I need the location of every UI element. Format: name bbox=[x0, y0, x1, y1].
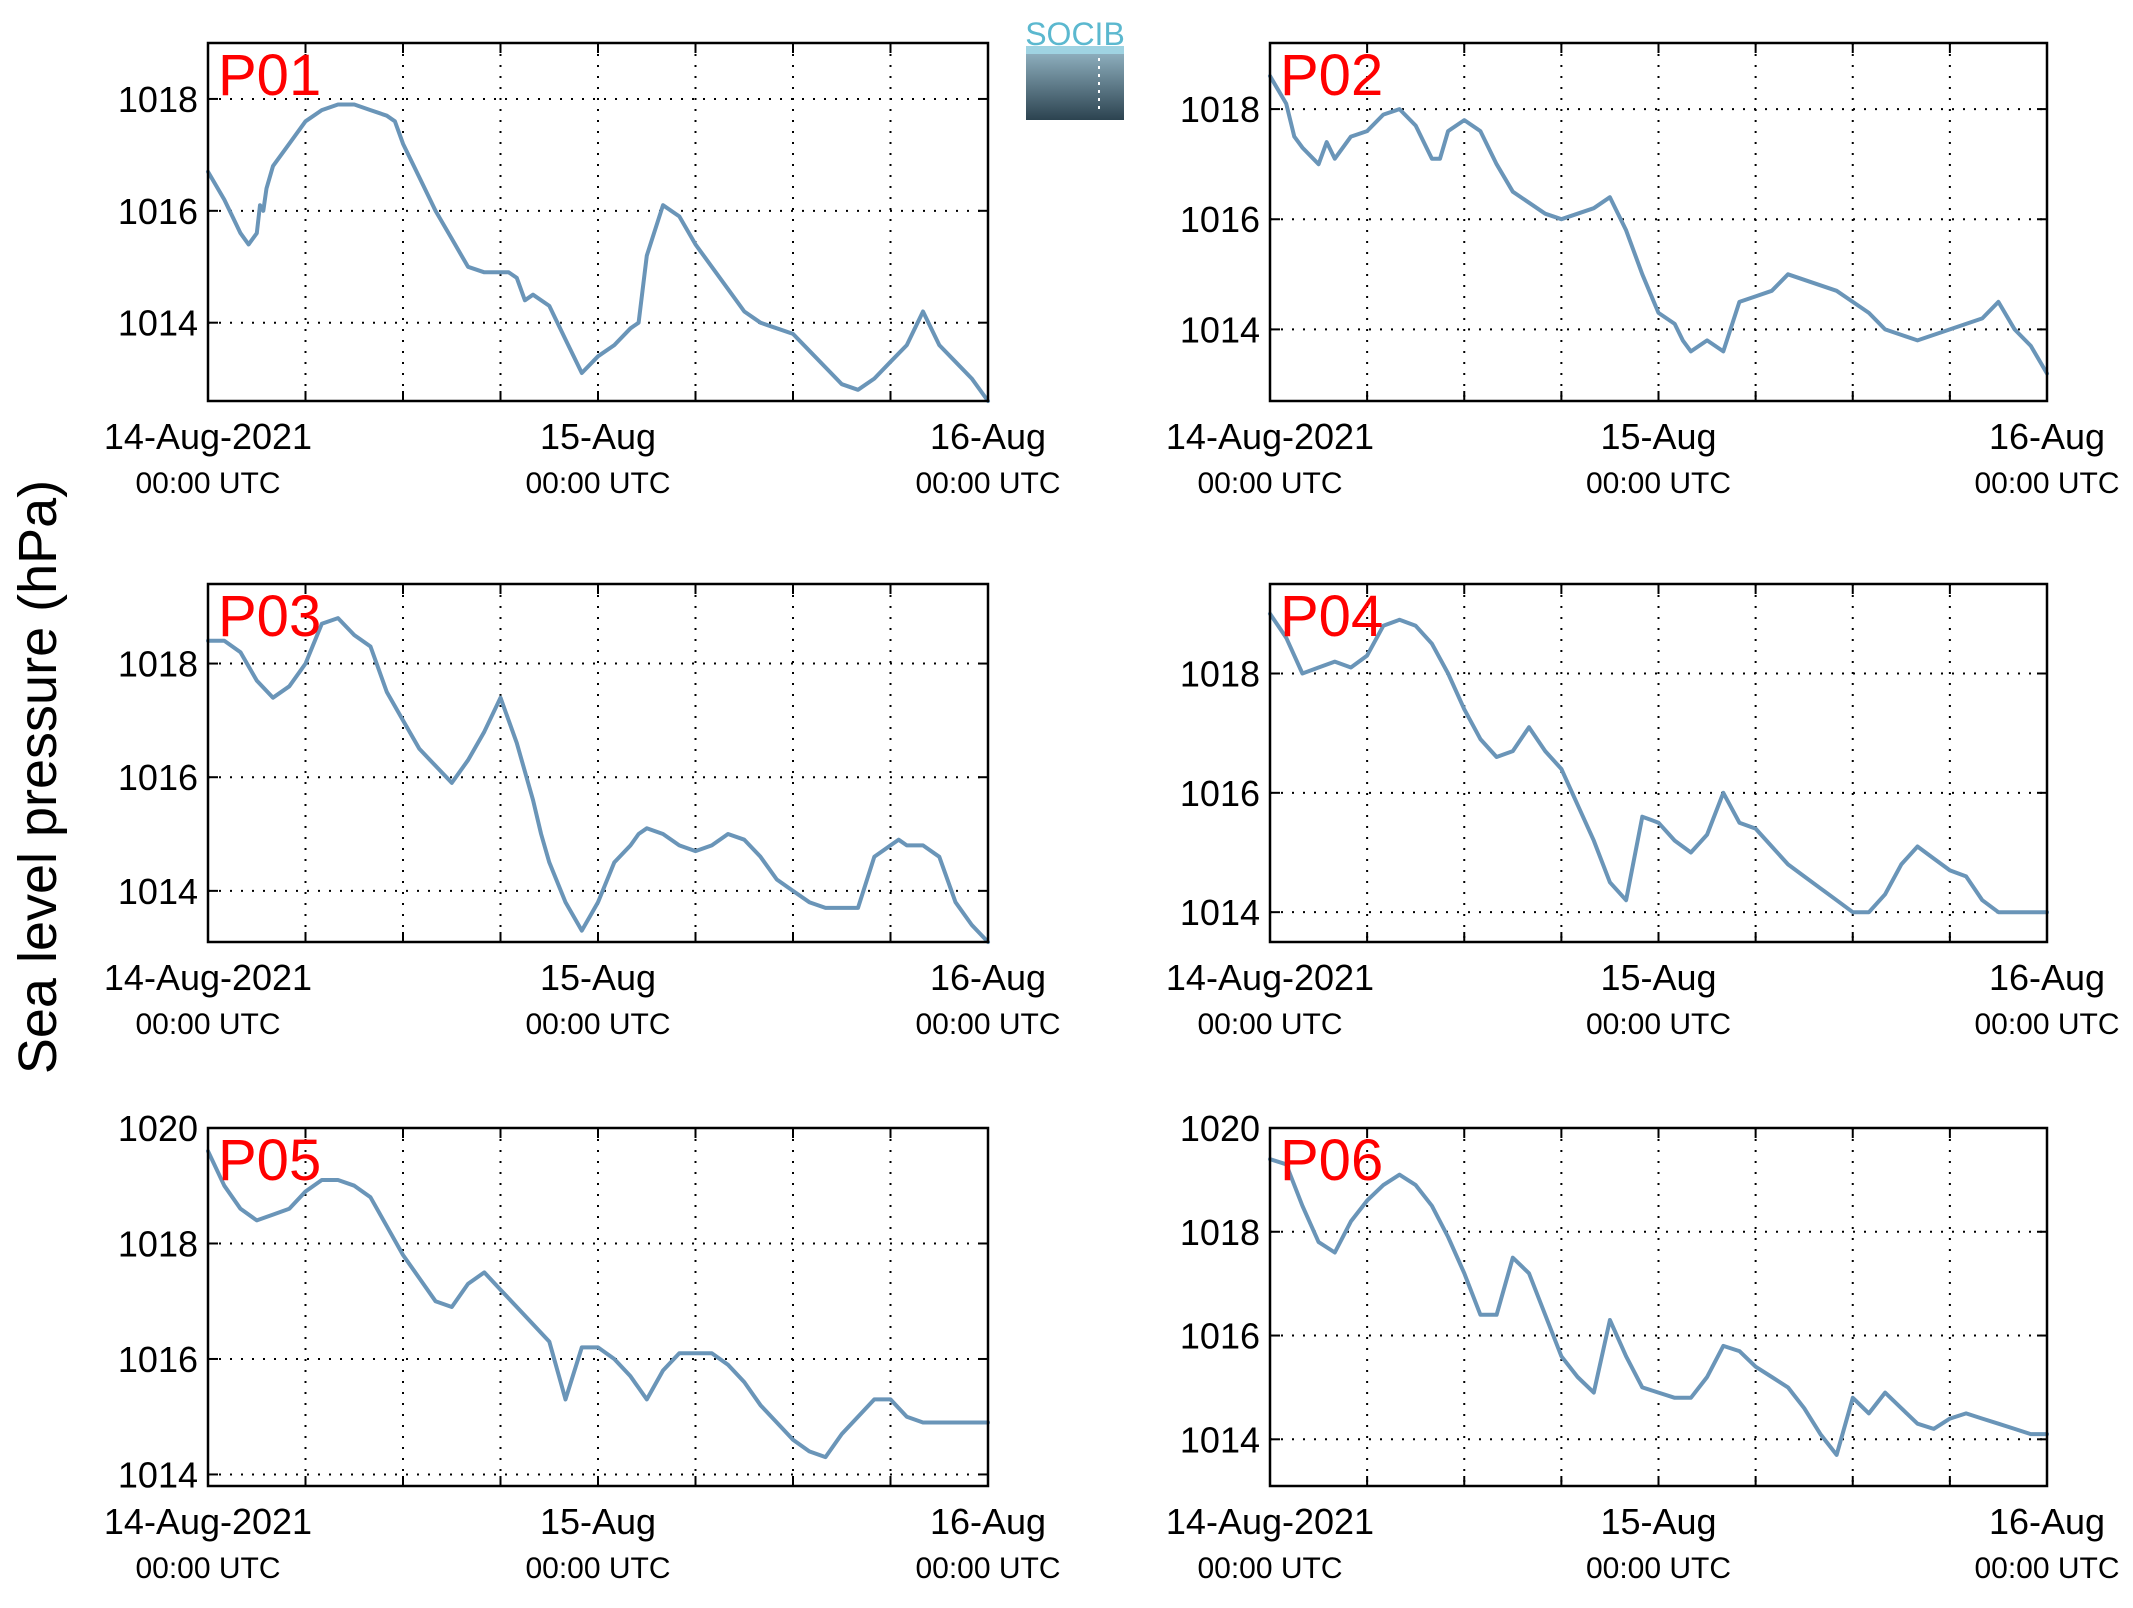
x-tick-sublabel: 00:00 UTC bbox=[1974, 1552, 2119, 1585]
x-tick-label: 16-Aug bbox=[930, 416, 1046, 457]
y-axis-label: Sea level pressure (hPa) bbox=[8, 480, 68, 1074]
x-tick-label: 14-Aug-2021 bbox=[1166, 1501, 1374, 1542]
y-tick-label: 1014 bbox=[118, 1454, 198, 1495]
plot-area-frame bbox=[206, 582, 990, 944]
y-tick-label: 1014 bbox=[1180, 1419, 1260, 1460]
panel-label: P06 bbox=[1280, 1128, 1383, 1193]
y-tick-label: 1016 bbox=[118, 191, 198, 232]
x-tick-label: 16-Aug bbox=[1989, 1501, 2105, 1542]
plot-area-frame bbox=[1268, 582, 2049, 944]
x-tick-label: 16-Aug bbox=[1989, 416, 2105, 457]
chart-panel-p03: 1014 1016 1018 P03 14-Aug-2021 00:00 UTC 15-Au… bbox=[104, 582, 1061, 1041]
y-tick-label: 1018 bbox=[1180, 654, 1260, 695]
x-tick-label: 14-Aug-2021 bbox=[104, 957, 312, 998]
panel-label: P03 bbox=[218, 584, 321, 649]
x-tick-label: 15-Aug bbox=[540, 1501, 656, 1542]
x-tick-sublabel: 00:00 UTC bbox=[1974, 467, 2119, 500]
x-tick-sublabel: 00:00 UTC bbox=[135, 1552, 280, 1585]
socib-logo: SOCIB bbox=[1025, 16, 1125, 120]
panel-label: P05 bbox=[218, 1128, 321, 1193]
y-tick-label: 1018 bbox=[1180, 1212, 1260, 1253]
y-tick-label: 1016 bbox=[118, 1339, 198, 1380]
chart-panels: 1014 1016 1018 P01 14-Aug-2021 00:00 UTC 15-Au… bbox=[104, 41, 2120, 1585]
x-tick-label: 14-Aug-2021 bbox=[104, 1501, 312, 1542]
chart-panel-p05: 1014 1016 1018 1020 P05 14-Aug-2021 00:00 UTC 1… bbox=[104, 1108, 1061, 1585]
y-tick-label: 1018 bbox=[1180, 89, 1260, 130]
x-tick-label: 14-Aug-2021 bbox=[104, 416, 312, 457]
x-tick-label: 15-Aug bbox=[1600, 957, 1716, 998]
x-tick-sublabel: 00:00 UTC bbox=[1586, 1008, 1731, 1041]
x-tick-sublabel: 00:00 UTC bbox=[915, 1008, 1060, 1041]
x-tick-sublabel: 00:00 UTC bbox=[1197, 467, 1342, 500]
x-tick-sublabel: 00:00 UTC bbox=[915, 467, 1060, 500]
y-tick-label: 1018 bbox=[118, 1223, 198, 1264]
chart-panel-p01: 1014 1016 1018 P01 14-Aug-2021 00:00 UTC 15-Au… bbox=[104, 41, 1061, 500]
series-line-p06 bbox=[1268, 1157, 2049, 1457]
x-tick-label: 15-Aug bbox=[540, 957, 656, 998]
x-tick-sublabel: 00:00 UTC bbox=[525, 467, 670, 500]
chart-panel-p06: 1014 1016 1018 1020 P06 14-Aug-2021 00:00 UTC 1… bbox=[1166, 1108, 2120, 1585]
x-tick-sublabel: 00:00 UTC bbox=[135, 1008, 280, 1041]
x-tick-label: 16-Aug bbox=[1989, 957, 2105, 998]
y-tick-label: 1020 bbox=[1180, 1108, 1260, 1149]
x-tick-sublabel: 00:00 UTC bbox=[1197, 1552, 1342, 1585]
y-tick-label: 1016 bbox=[1180, 773, 1260, 814]
chart-panel-p04: 1014 1016 1018 P04 14-Aug-2021 00:00 UTC 15-Au… bbox=[1166, 582, 2120, 1041]
x-tick-sublabel: 00:00 UTC bbox=[135, 467, 280, 500]
panel-label: P02 bbox=[1280, 43, 1383, 108]
y-tick-label: 1018 bbox=[118, 79, 198, 120]
y-tick-label: 1014 bbox=[118, 871, 198, 912]
x-tick-label: 16-Aug bbox=[930, 957, 1046, 998]
chart-panel-p02: 1014 1016 1018 P02 14-Aug-2021 00:00 UTC 15-Au… bbox=[1166, 41, 2120, 500]
series-line-p01 bbox=[206, 102, 990, 403]
y-tick-label: 1020 bbox=[118, 1108, 198, 1149]
logo-block bbox=[1026, 52, 1124, 120]
x-tick-sublabel: 00:00 UTC bbox=[1974, 1008, 2119, 1041]
y-tick-label: 1014 bbox=[118, 303, 198, 344]
plot-area-frame bbox=[206, 41, 990, 403]
x-tick-sublabel: 00:00 UTC bbox=[1197, 1008, 1342, 1041]
series-line-p02 bbox=[1268, 74, 2049, 376]
y-tick-label: 1016 bbox=[1180, 1316, 1260, 1357]
y-tick-label: 1018 bbox=[118, 644, 198, 685]
series-line-p05 bbox=[206, 1149, 990, 1460]
x-tick-label: 15-Aug bbox=[1600, 416, 1716, 457]
x-tick-sublabel: 00:00 UTC bbox=[1586, 467, 1731, 500]
x-tick-label: 14-Aug-2021 bbox=[1166, 416, 1374, 457]
y-tick-label: 1016 bbox=[1180, 199, 1260, 240]
x-tick-sublabel: 00:00 UTC bbox=[525, 1008, 670, 1041]
panel-label: P01 bbox=[218, 43, 321, 108]
plot-area-frame bbox=[206, 1126, 990, 1488]
y-tick-label: 1014 bbox=[1180, 892, 1260, 933]
plot-area-frame bbox=[1268, 1126, 2049, 1488]
x-tick-label: 16-Aug bbox=[930, 1501, 1046, 1542]
x-tick-sublabel: 00:00 UTC bbox=[1586, 1552, 1731, 1585]
x-tick-label: 14-Aug-2021 bbox=[1166, 957, 1374, 998]
x-tick-label: 15-Aug bbox=[540, 416, 656, 457]
x-tick-sublabel: 00:00 UTC bbox=[915, 1552, 1060, 1585]
plot-area-frame bbox=[1268, 41, 2049, 403]
logo-text: SOCIB bbox=[1025, 16, 1125, 52]
y-tick-label: 1016 bbox=[118, 757, 198, 798]
series-line-p04 bbox=[1268, 611, 2049, 915]
series-line-p03 bbox=[206, 616, 990, 944]
logo-wave bbox=[1026, 46, 1124, 54]
x-tick-sublabel: 00:00 UTC bbox=[525, 1552, 670, 1585]
x-tick-label: 15-Aug bbox=[1600, 1501, 1716, 1542]
panel-label: P04 bbox=[1280, 584, 1383, 649]
y-tick-label: 1014 bbox=[1180, 309, 1260, 350]
